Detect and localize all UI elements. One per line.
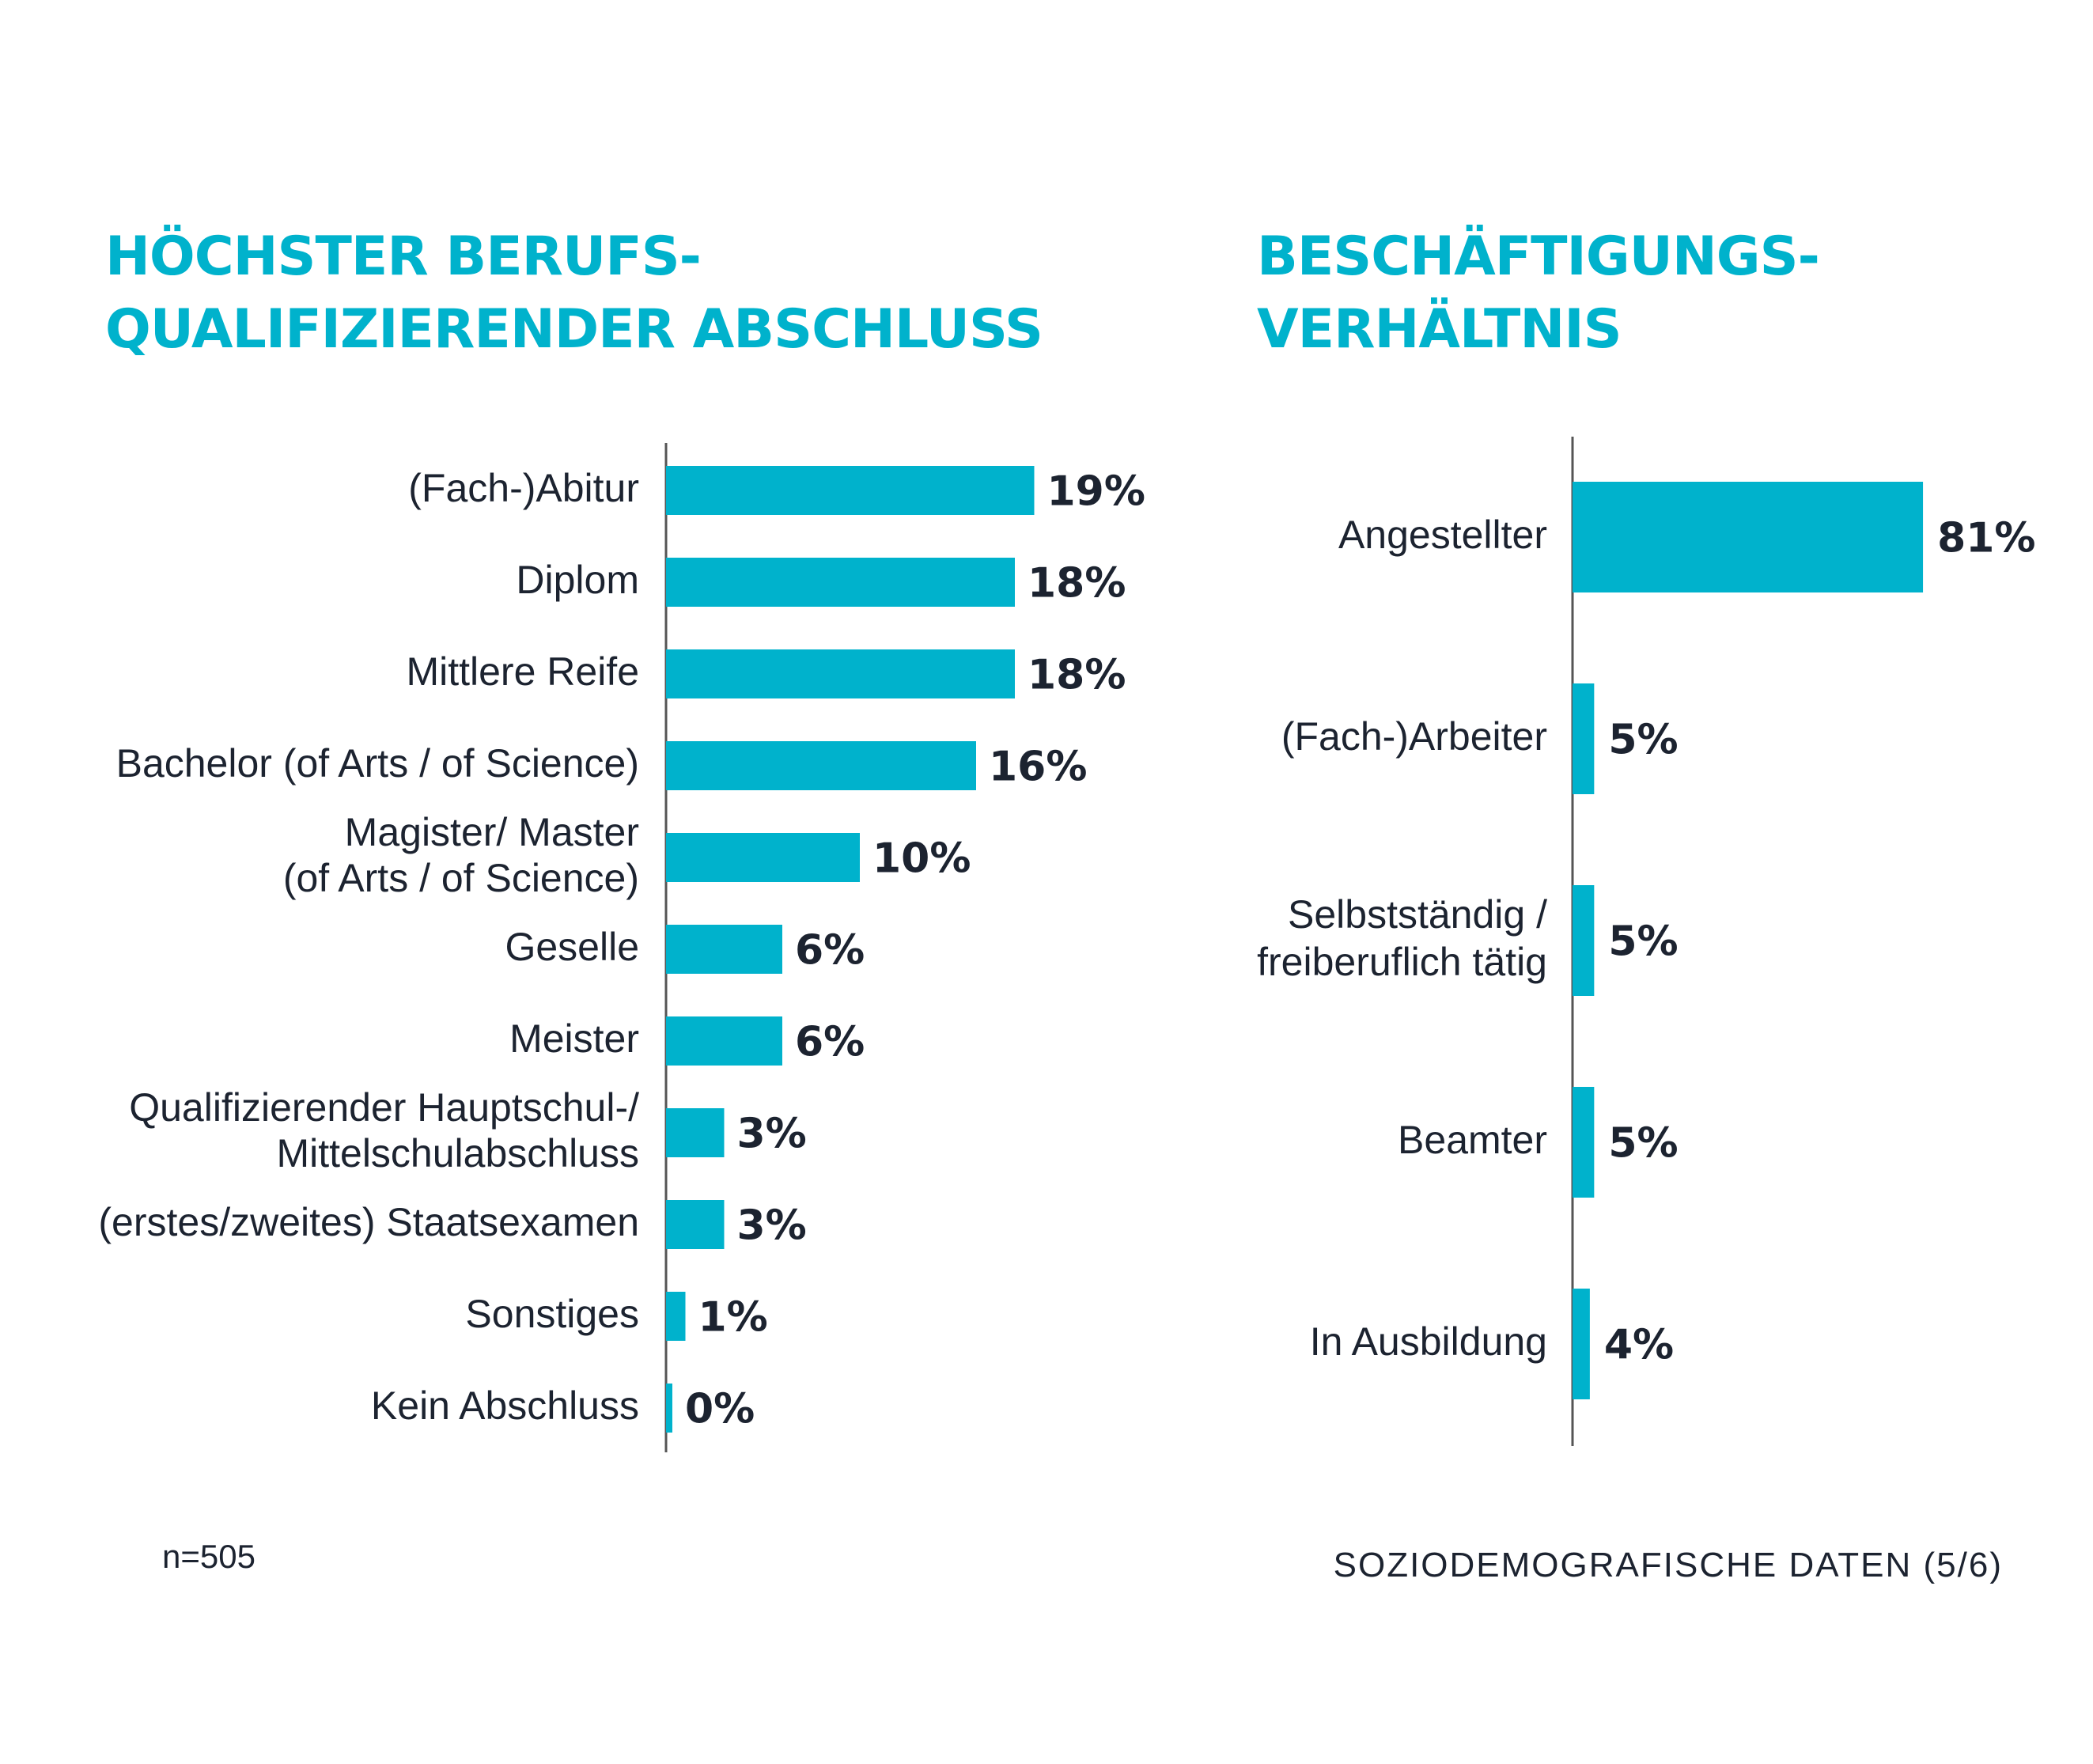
employment-chart-title-line: BESCHÄFTIGUNGS-: [1257, 225, 1820, 288]
category-label: (of Arts / of Science): [283, 856, 639, 900]
bar: [666, 558, 1015, 607]
bar-value-label: 19%: [1047, 468, 1145, 516]
bar: [666, 741, 976, 790]
bar: [666, 649, 1015, 698]
category-label: Kein Abschluss: [371, 1384, 639, 1428]
bar-value-label: 4%: [1604, 1322, 1674, 1369]
education-chart-title-line: HÖCHSTER BERUFS-: [105, 225, 702, 288]
bar-value-label: 5%: [1608, 717, 1678, 764]
bar-value-label: 3%: [737, 1202, 807, 1250]
bar: [666, 833, 860, 882]
bar-value-label: 16%: [989, 744, 1087, 791]
bar: [1573, 885, 1595, 996]
category-label: (Fach-)Arbeiter: [1281, 714, 1547, 759]
employment-chart-title: BESCHÄFTIGUNGS- VERHÄLTNIS: [1257, 221, 1820, 366]
category-label: Diplom: [516, 558, 639, 602]
bar: [666, 1016, 782, 1066]
category-label: Qualifizierender Hauptschul-/: [129, 1085, 639, 1130]
bar: [1573, 1289, 1590, 1399]
bar-value-label: 0%: [685, 1386, 755, 1433]
bar: [666, 466, 1035, 515]
category-label: Angestellter: [1338, 513, 1547, 557]
bar: [666, 1200, 725, 1249]
employment-chart-title-line: VERHÄLTNIS: [1257, 298, 1622, 361]
education-chart-title-line: QUALIFIZIERENDER ABSCHLUSS: [105, 298, 1043, 361]
sample-size-note: n=505: [162, 1538, 255, 1575]
category-label: (erstes/zweites) Staatsexamen: [98, 1200, 639, 1244]
bar: [1573, 482, 1924, 592]
category-label: Selbstständig /: [1288, 892, 1547, 937]
category-label: Bachelor (of Arts / of Science): [116, 741, 639, 785]
category-label: freiberuflich tätig: [1257, 940, 1547, 984]
bar-value-label: 81%: [1937, 515, 2035, 562]
category-label: Mittlere Reife: [406, 649, 639, 694]
bar: [1573, 683, 1595, 794]
category-label: In Ausbildung: [1310, 1319, 1547, 1364]
page-section-label: SOZIODEMOGRAFISCHE DATEN (5/6): [1333, 1546, 2003, 1584]
category-label: Mittelschulabschluss: [276, 1131, 639, 1175]
bar: [666, 925, 782, 974]
bar-value-label: 18%: [1028, 652, 1126, 699]
category-label: Magister/ Master: [345, 810, 639, 854]
bar-value-label: 3%: [737, 1111, 807, 1158]
bar-value-label: 5%: [1608, 1120, 1678, 1168]
bar-value-label: 1%: [698, 1294, 768, 1342]
category-label: Meister: [509, 1016, 639, 1061]
category-label: Beamter: [1398, 1118, 1547, 1162]
category-label: (Fach-)Abitur: [408, 466, 639, 510]
bar: [1573, 1087, 1595, 1198]
bar: [666, 1292, 686, 1341]
bar: [666, 1384, 672, 1433]
category-label: Sonstiges: [465, 1292, 639, 1336]
education-chart-title: HÖCHSTER BERUFS- QUALIFIZIERENDER ABSCHL…: [105, 221, 1043, 366]
bar-value-label: 6%: [795, 1019, 865, 1066]
bar-value-label: 5%: [1608, 918, 1678, 966]
bar-value-label: 18%: [1028, 560, 1126, 608]
bar: [666, 1108, 725, 1157]
category-label: Geselle: [505, 925, 639, 969]
bar-value-label: 10%: [872, 835, 971, 883]
bar-value-label: 6%: [795, 927, 865, 975]
